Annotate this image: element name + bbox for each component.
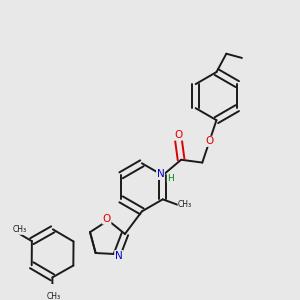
Text: N: N [115, 250, 122, 261]
Text: CH₃: CH₃ [13, 225, 27, 234]
Text: CH₃: CH₃ [178, 200, 192, 209]
Text: H: H [167, 174, 174, 183]
Text: O: O [205, 136, 214, 146]
Text: CH₃: CH₃ [46, 292, 61, 300]
Text: O: O [174, 130, 182, 140]
Text: O: O [103, 214, 111, 224]
Text: N: N [157, 169, 164, 179]
